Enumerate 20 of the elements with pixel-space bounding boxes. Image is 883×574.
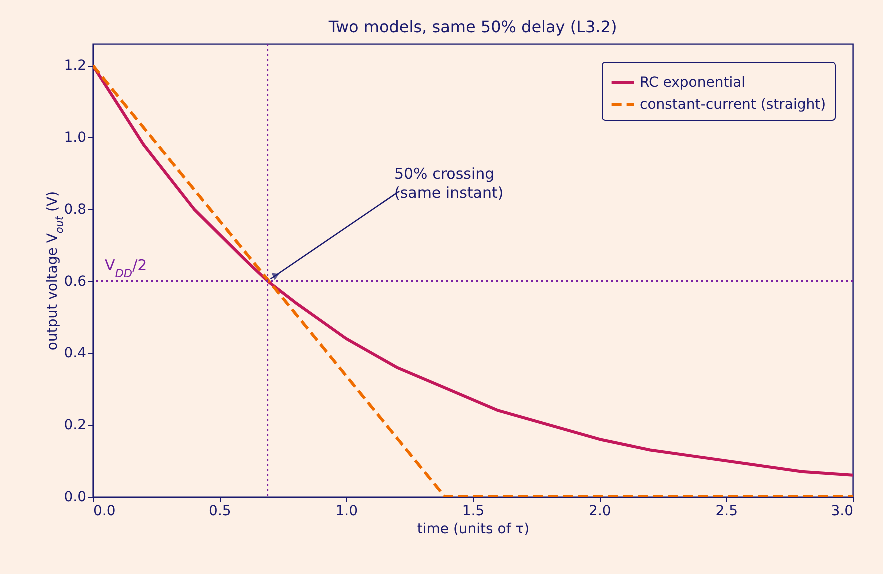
x-tick-label: 3.0 (831, 504, 854, 520)
y-tick-label: 1.0 (64, 130, 86, 146)
x-tick-label: 2.5 (716, 504, 738, 520)
x-tick-label: 1.0 (336, 504, 358, 520)
y-tick-label: 0.4 (64, 346, 87, 362)
y-tick-label: 0.2 (64, 418, 86, 434)
chart-title: Two models, same 50% delay (L3.2) (328, 17, 618, 36)
annotation: 50% crossing (same instant) (394, 164, 504, 202)
x-tick-label: 2.0 (589, 504, 612, 520)
ref-line-label: V$_{DD}$/2 (105, 256, 148, 280)
x-axis-title: time (units of τ) (417, 522, 530, 538)
y-tick-label: 0.6 (64, 274, 87, 290)
y-tick-label: 1.2 (64, 58, 86, 74)
y-tick-label: 0.8 (64, 202, 86, 218)
x-tick-label: 0.5 (209, 504, 232, 520)
x-tick-label: 1.5 (462, 504, 485, 520)
legend-label: constant-current (straight) (640, 97, 826, 113)
y-tick-label: 0.0 (64, 490, 86, 506)
legend-label: RC exponential (640, 75, 746, 91)
x-tick-label: 0.0 (94, 504, 116, 520)
